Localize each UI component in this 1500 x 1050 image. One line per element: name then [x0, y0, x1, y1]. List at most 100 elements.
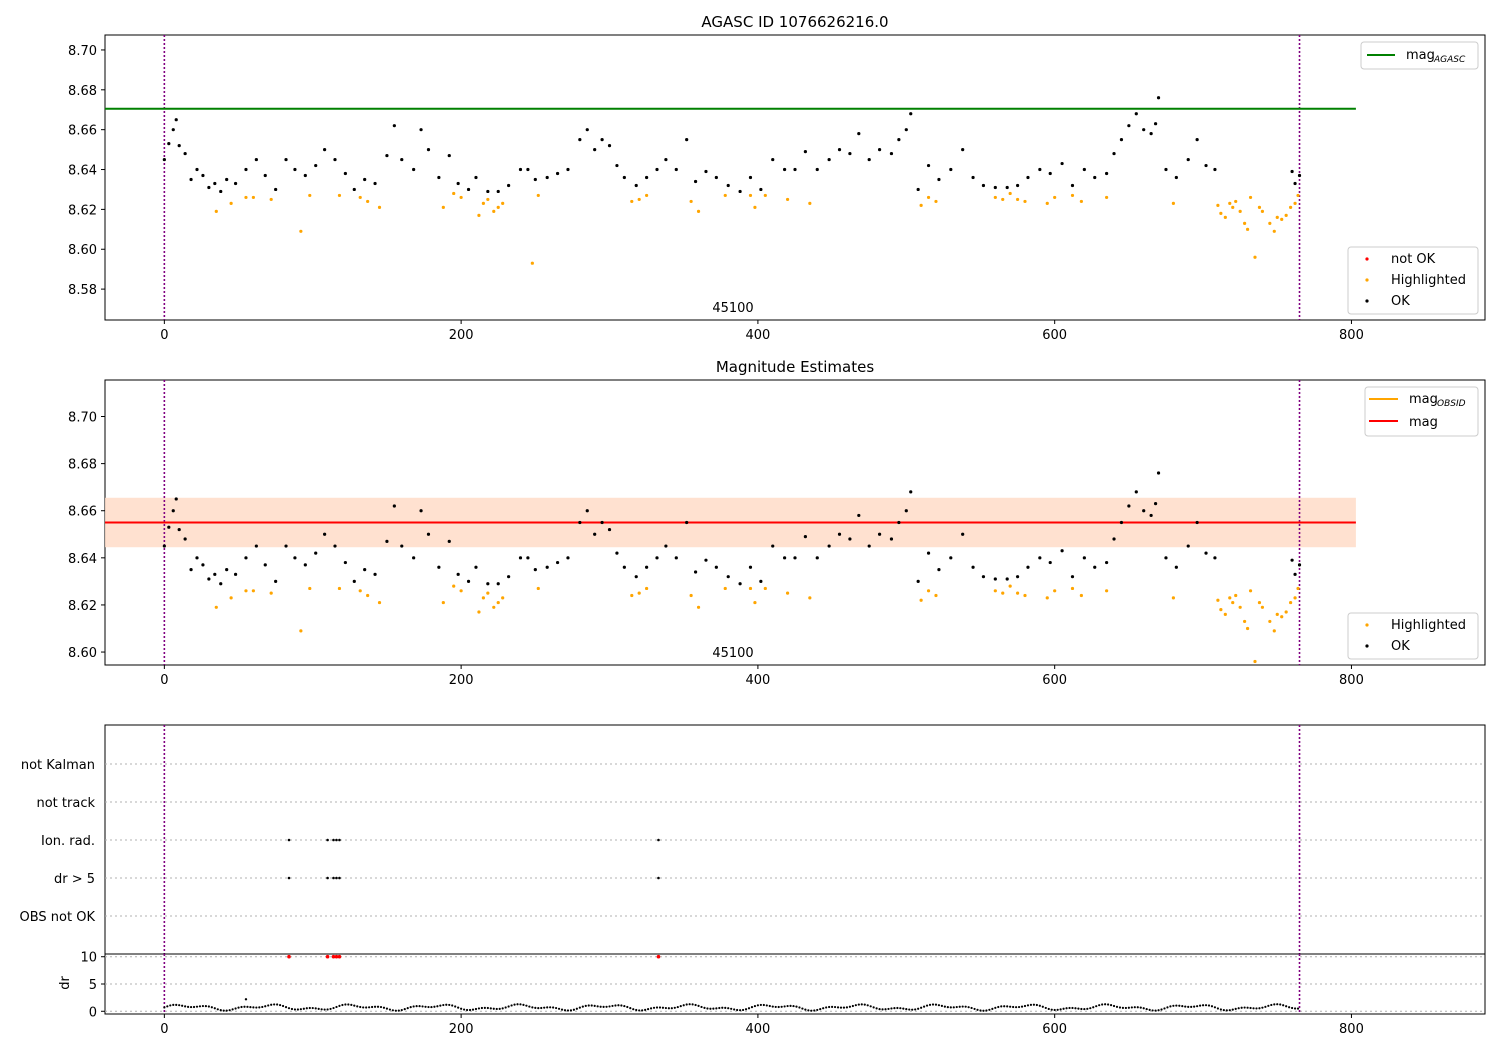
dr-point: [635, 1008, 638, 1012]
ok-point: [1149, 513, 1153, 518]
ok-point: [426, 147, 431, 152]
y-tick-label: 8.62: [68, 203, 97, 218]
dr-point: [997, 1005, 1000, 1009]
dr-point: [988, 1008, 991, 1011]
dr-point: [1053, 1008, 1056, 1012]
dr-point: [1240, 1006, 1243, 1009]
ok-point: [926, 163, 931, 168]
highlighted-point: [299, 629, 303, 633]
dr-point: [299, 1008, 302, 1011]
ok-point: [937, 177, 941, 182]
y-tick-label: 8.68: [68, 458, 97, 473]
dr-point: [347, 1003, 350, 1006]
dr-point: [430, 1005, 433, 1009]
ok-point: [1119, 138, 1124, 142]
highlighted-point: [229, 596, 233, 600]
dr-point: [373, 1005, 377, 1008]
dr-point: [786, 1004, 789, 1008]
dr-point: [756, 1004, 760, 1007]
ok-point: [904, 509, 908, 513]
ok-point: [526, 556, 530, 560]
ok-point: [693, 570, 698, 574]
ok-point: [1015, 183, 1020, 188]
ok-point: [1038, 556, 1042, 560]
dr-point: [1157, 1009, 1160, 1012]
dr-point: [344, 1003, 347, 1006]
dr-point: [1062, 1007, 1065, 1010]
highlighted-point: [763, 193, 767, 198]
ok-point: [704, 169, 708, 174]
ok-point: [664, 544, 668, 548]
dr-point: [771, 1005, 774, 1008]
dr-point: [682, 1004, 685, 1007]
highlighted-point: [1238, 605, 1242, 609]
flag-point: [332, 838, 335, 842]
ok-point: [1026, 565, 1030, 569]
highlighted-point: [1268, 221, 1272, 225]
ok-point: [183, 151, 187, 156]
ok-point: [167, 142, 171, 146]
highlighted-point: [269, 591, 273, 595]
highlighted-point: [1275, 215, 1279, 219]
dr-point: [519, 1003, 522, 1006]
dr-point: [513, 1003, 516, 1006]
dr-point: [1276, 1003, 1279, 1006]
dr-point: [575, 1007, 578, 1010]
ok-point: [392, 124, 396, 128]
dr-point: [1029, 1003, 1033, 1006]
dr-point: [240, 1005, 243, 1009]
panel-estimates-plot-area: [105, 380, 1356, 665]
ok-point: [867, 544, 871, 548]
dr-point: [276, 1003, 279, 1006]
ok-point: [1149, 132, 1153, 136]
dr-point: [442, 1003, 445, 1007]
dr-point: [501, 1007, 504, 1010]
ok-point: [971, 565, 975, 569]
dr-point: [1095, 1005, 1098, 1008]
dr-point: [822, 1007, 825, 1010]
y-tick-label: 8.60: [68, 243, 97, 258]
dr-point: [928, 1003, 932, 1006]
flag-point: [338, 876, 341, 880]
panel-estimates-title: Magnitude Estimates: [716, 358, 874, 376]
ok-point: [837, 532, 842, 536]
dr-point: [664, 1006, 668, 1010]
dr-point: [1288, 1006, 1291, 1009]
dr-clipped-point: [287, 954, 291, 959]
dr-point: [445, 1003, 448, 1006]
panel-estimates-obsid-label: 45100: [712, 646, 753, 661]
dr-point: [685, 1003, 688, 1006]
ok-point: [909, 112, 913, 116]
highlighted-point: [1284, 610, 1288, 614]
highlighted-point: [1253, 255, 1257, 259]
dr-point: [727, 1007, 730, 1010]
dr-point: [688, 1003, 691, 1006]
dr-point: [798, 1006, 801, 1009]
highlighted-point: [1171, 596, 1175, 600]
ok-point: [889, 537, 894, 541]
dr-point: [596, 1005, 599, 1008]
legend-estimates-ok-label: OK: [1391, 639, 1410, 654]
ok-point: [1164, 556, 1168, 560]
dr-point: [860, 1003, 863, 1006]
highlighted-point: [1231, 205, 1235, 209]
ok-point: [1204, 163, 1208, 168]
highlighted-point: [536, 586, 540, 591]
ok-point: [993, 577, 997, 581]
dr-point: [1006, 1005, 1009, 1008]
x-tick-label: 600: [1042, 1022, 1067, 1037]
dr-point: [614, 1004, 617, 1007]
legend-estimates-obsid-sub: OBSID: [1437, 399, 1466, 409]
ok-point: [177, 144, 181, 148]
dr-point: [1228, 1009, 1231, 1012]
flag-label: OBS not OK: [20, 910, 96, 925]
ok-point: [518, 556, 523, 560]
ok-point: [284, 544, 288, 548]
dr-point: [522, 1003, 525, 1006]
dr-point: [451, 1004, 454, 1007]
highlighted-point: [214, 605, 218, 609]
ok-point: [897, 138, 901, 142]
ok-point: [1297, 173, 1302, 178]
ok-point: [1105, 560, 1109, 565]
ok-point: [533, 177, 537, 182]
